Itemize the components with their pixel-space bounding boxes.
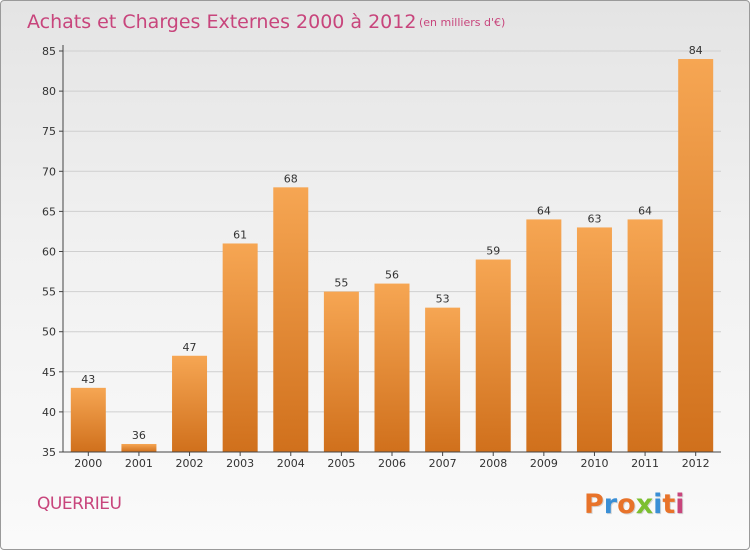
x-tick-label: 2000 (74, 457, 102, 470)
data-label: 36 (132, 429, 146, 442)
data-label: 64 (537, 204, 551, 217)
chart-title: Achats et Charges Externes 2000 à 2012 (27, 11, 416, 33)
y-tick-label: 60 (42, 246, 56, 259)
y-tick-label: 40 (42, 406, 56, 419)
x-tick-label: 2011 (631, 457, 659, 470)
bar (121, 443, 157, 452)
y-tick-label: 45 (42, 366, 56, 379)
axes: 35 40 45 50 55 60 65 70 75 80 85 2000 2001 2002 2003 20… (42, 45, 721, 470)
logo-letter: P (584, 489, 604, 520)
bar (627, 219, 663, 452)
y-tick-label: 85 (42, 45, 56, 58)
y-tick-label: 65 (42, 205, 56, 218)
logo-letter: t (662, 489, 676, 520)
x-tick-label: 2007 (429, 457, 457, 470)
y-tick-label: 75 (42, 125, 56, 138)
x-tick-label: 2001 (125, 457, 153, 470)
data-label: 43 (81, 373, 95, 386)
logo-letter: o (617, 489, 636, 520)
data-label: 64 (638, 204, 652, 217)
data-label: 53 (436, 293, 450, 306)
x-tick-label: 2009 (530, 457, 558, 470)
data-label: 55 (334, 277, 348, 290)
bar (172, 355, 208, 452)
bar (425, 307, 461, 452)
x-tick-label: 2010 (580, 457, 608, 470)
data-label: 68 (284, 172, 298, 185)
x-tick-label: 2012 (682, 457, 710, 470)
data-label: 59 (486, 245, 500, 258)
data-label: 63 (587, 212, 601, 225)
x-tick-label: 2004 (277, 457, 305, 470)
x-tick-label: 2002 (176, 457, 204, 470)
bar (374, 283, 410, 452)
commune-name: QUERRIEU (37, 494, 122, 514)
x-tick-label: 2003 (226, 457, 254, 470)
data-label: 61 (233, 228, 247, 241)
y-tick-label: 80 (42, 85, 56, 98)
logo-letter: i (653, 489, 663, 520)
y-tick-label: 55 (42, 286, 56, 299)
bar (526, 219, 562, 452)
y-tick-label: 50 (42, 326, 56, 339)
logo-letter: x (635, 489, 654, 520)
bar (323, 291, 359, 452)
bar (273, 187, 309, 452)
x-tick-label: 2008 (479, 457, 507, 470)
chart-subtitle: (en milliers d'€) (419, 16, 505, 29)
bar (70, 387, 106, 452)
y-tick-label: 70 (42, 165, 56, 178)
bar (222, 243, 258, 452)
bars: 43 36 47 61 68 55 56 53 59 64 63 64 84 (70, 44, 714, 453)
data-label: 47 (183, 341, 197, 354)
bar (475, 259, 511, 452)
logo-letter: r (603, 489, 618, 520)
y-tick-label: 35 (42, 446, 56, 459)
x-tick-label: 2005 (327, 457, 355, 470)
x-tick-label: 2006 (378, 457, 406, 470)
bar (678, 59, 714, 453)
data-label: 56 (385, 269, 399, 282)
logo-letter: i (675, 489, 685, 520)
bar (576, 227, 612, 452)
data-label: 84 (689, 44, 703, 57)
